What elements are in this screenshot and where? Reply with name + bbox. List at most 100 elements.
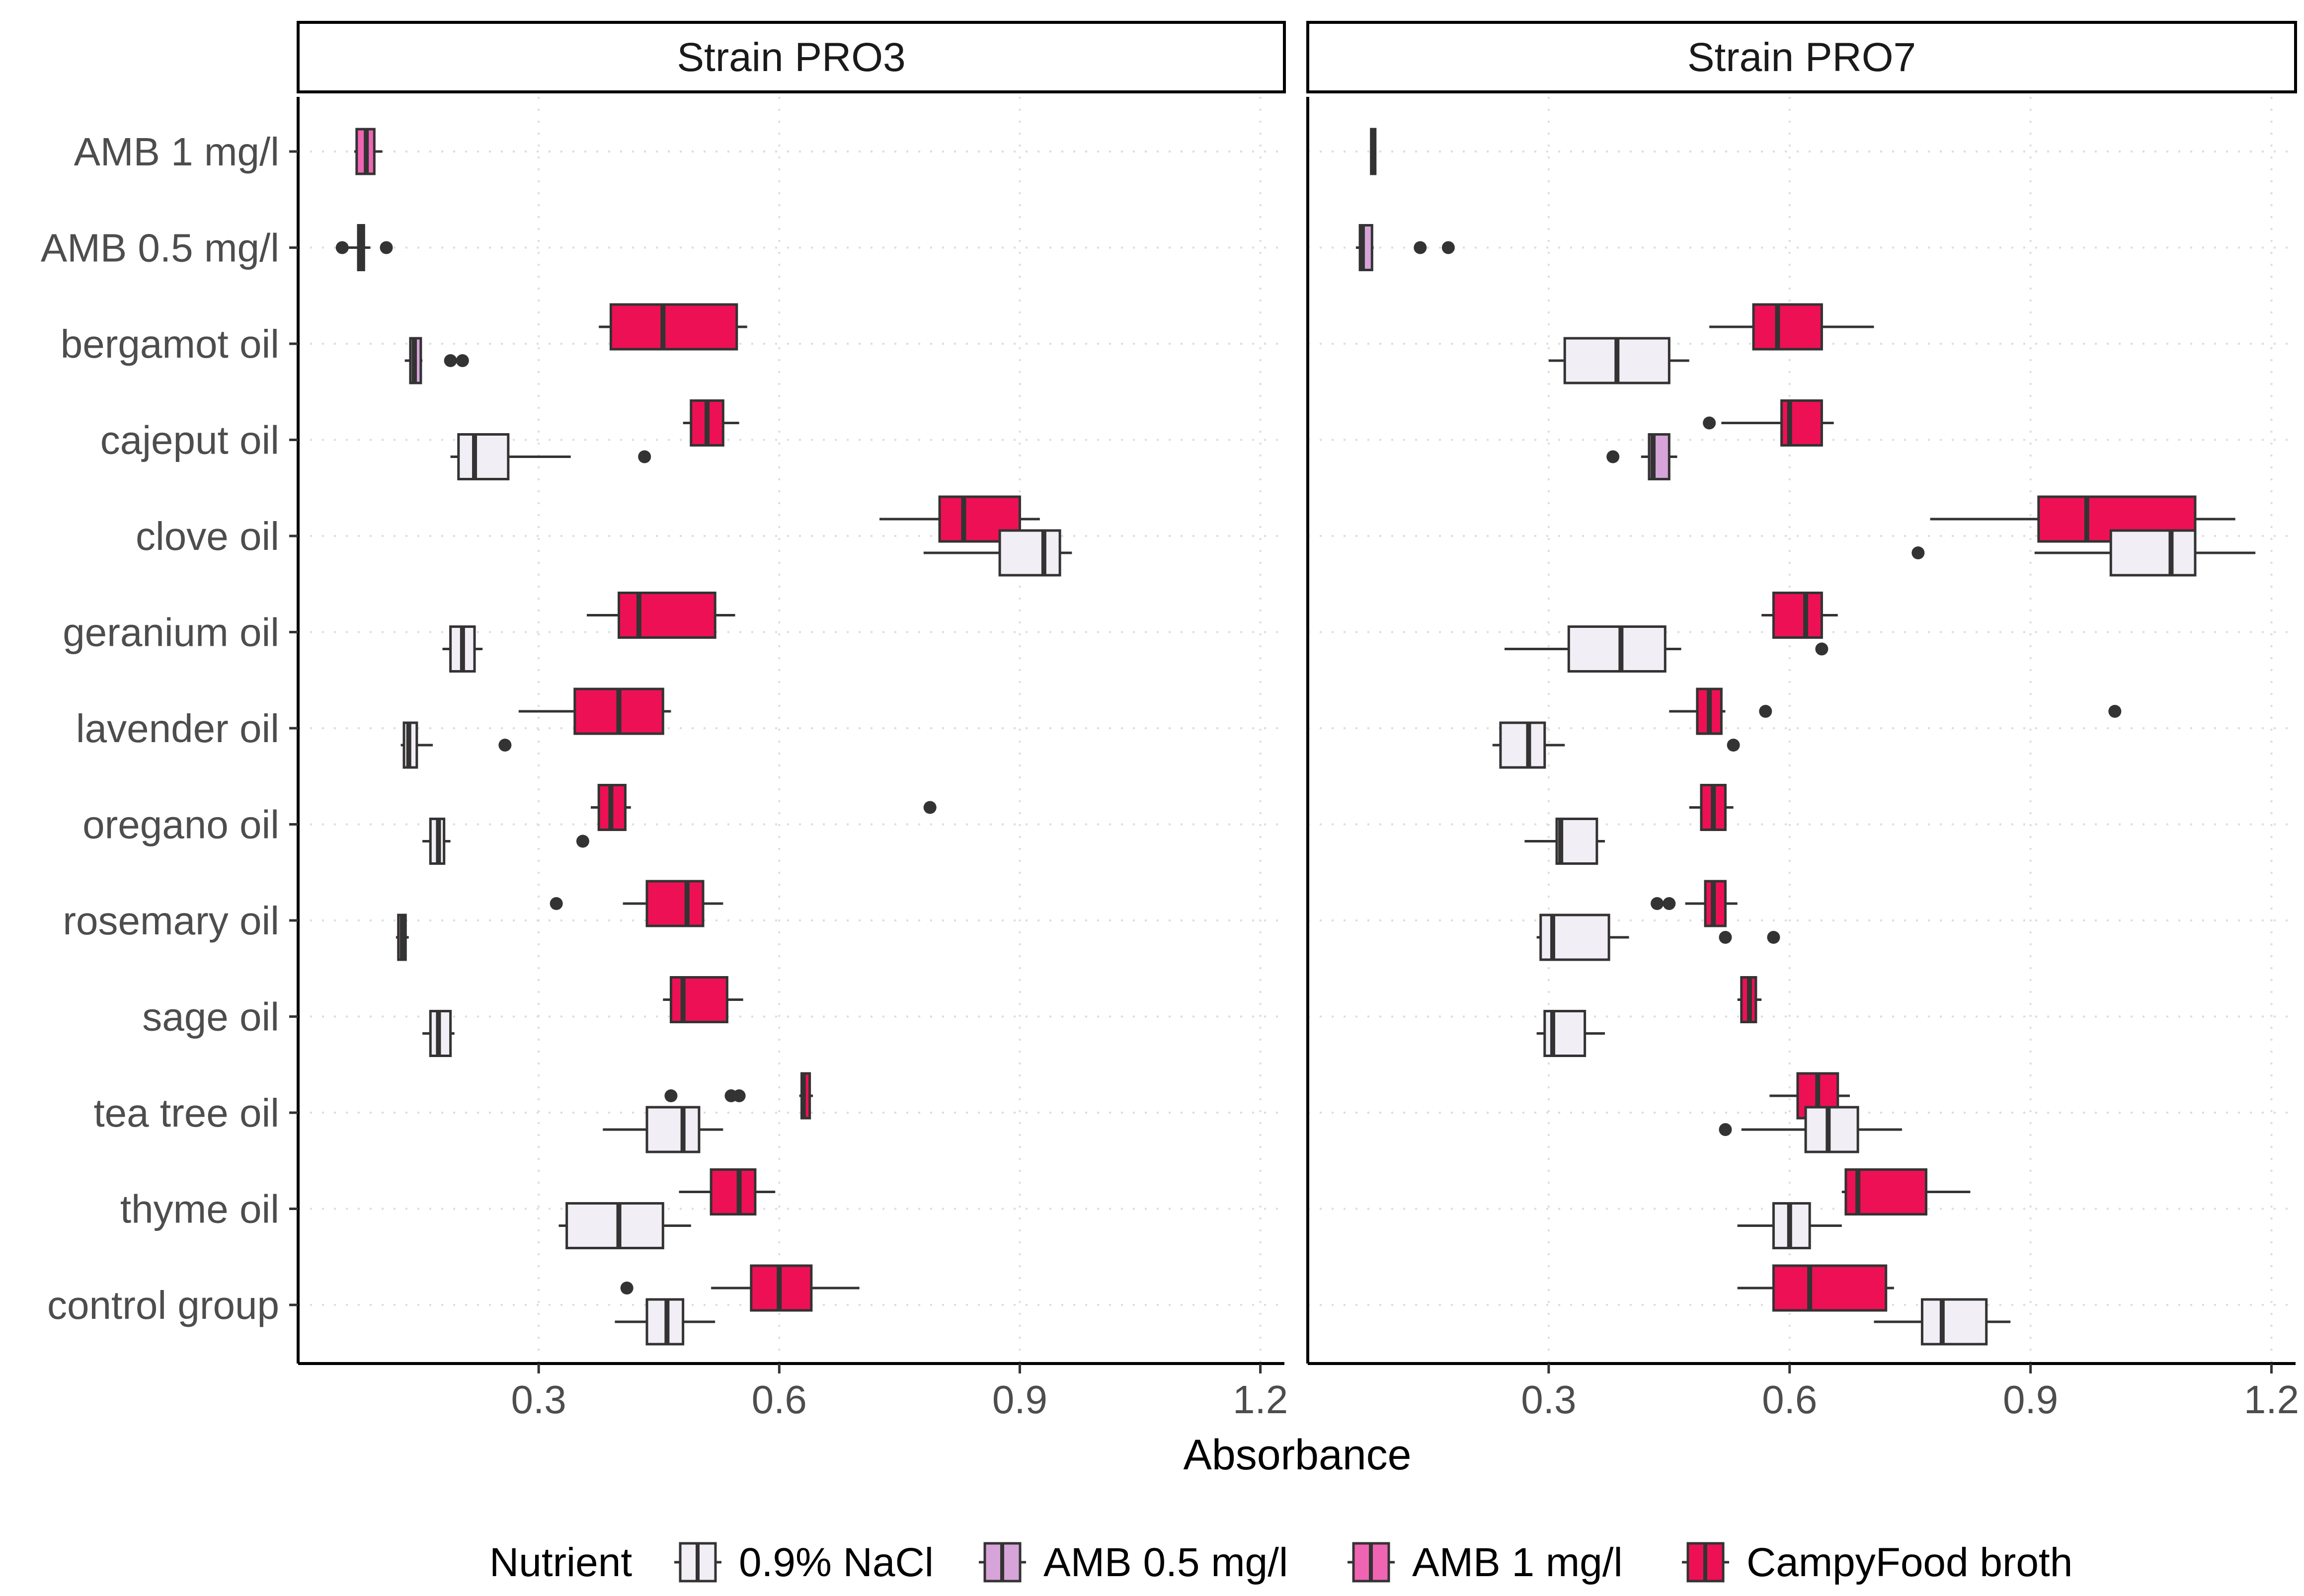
box-thyme-oil-0-9-nacl: [1737, 1202, 1842, 1249]
box-amb-0-5-mg-l-amb-0-5-mg-l: [1355, 224, 1455, 271]
outlier-point: [1606, 450, 1620, 463]
box-amb-0-5-mg-l-amb-0-5-mg-l: [335, 224, 393, 271]
outlier-point: [498, 739, 512, 752]
box-tea-tree-oil-campyfood-broth: [664, 1072, 813, 1120]
y-tick-label-tea-tree-oil: tea tree oil: [93, 1091, 279, 1135]
box-body: [565, 1202, 664, 1249]
box-geranium-oil-campyfood-broth: [1761, 592, 1838, 639]
box-body: [1804, 1106, 1859, 1153]
y-axis-labels: AMB 1 mg/l AMB 0.5 mg/l bergamot oil cajepu…: [41, 130, 279, 1327]
legend-label: CampyFood broth: [1747, 1540, 2072, 1585]
legend-label: AMB 0.5 mg/l: [1043, 1540, 1288, 1585]
box-body: [609, 303, 738, 351]
outlier-point: [664, 1089, 678, 1102]
box-cajeput-oil-amb-0-5-mg-l: [1606, 433, 1677, 480]
box-control-group-campyfood-broth: [1737, 1264, 1894, 1312]
box-body: [2109, 529, 2197, 577]
box-oregano-oil-0-9-nacl: [422, 818, 589, 865]
legend-title: Nutrient: [489, 1540, 632, 1585]
outlier-point: [1441, 241, 1455, 254]
box-bergamot-oil-amb-0-5-mg-l: [404, 337, 469, 384]
box-rosemary-oil-0-9-nacl: [1536, 913, 1780, 961]
box-body: [645, 1106, 701, 1153]
outlier-point: [1727, 739, 1740, 752]
box-body: [1555, 818, 1598, 865]
box-body: [1567, 625, 1667, 673]
strip-header: [297, 21, 1286, 93]
outlier-point: [550, 897, 563, 910]
outlier-point: [732, 1089, 746, 1102]
box-body: [1772, 592, 1823, 639]
box-sage-oil-0-9-nacl: [1536, 1010, 1605, 1057]
y-tick-label-rosemary-oil: rosemary oil: [63, 899, 279, 943]
box-body: [457, 433, 510, 480]
box-lavender-oil-0-9-nacl: [1492, 721, 1740, 769]
x-tick-label: 0.9: [992, 1377, 1047, 1422]
box-body: [1752, 303, 1823, 351]
outlier-point: [638, 450, 651, 463]
x-tick-label: 0.9: [2003, 1377, 2058, 1422]
outlier-point: [335, 241, 349, 254]
x-tick-label: 1.2: [1233, 1377, 1288, 1422]
box-sage-oil-0-9-nacl: [422, 1010, 455, 1057]
box-geranium-oil-campyfood-broth: [586, 592, 735, 639]
outlier-point: [576, 835, 589, 848]
legend-item-0-9-nacl: 0.9% NaCl: [674, 1540, 934, 1585]
box-cajeput-oil-campyfood-broth: [683, 399, 739, 447]
box-clove-oil-0-9-nacl: [1911, 529, 2256, 577]
box-rosemary-oil-campyfood-broth: [550, 880, 723, 927]
strip-title: Strain PRO3: [677, 35, 905, 80]
box-amb-1-mg-l-amb-1-mg-l: [354, 128, 383, 175]
box-body: [618, 592, 716, 639]
box-sage-oil-campyfood-broth: [1737, 976, 1762, 1023]
box-body: [1772, 1264, 1888, 1312]
x-tick-label: 0.6: [752, 1377, 807, 1422]
box-bergamot-oil-campyfood-broth: [1709, 303, 1874, 351]
y-tick-label-oregano-oil: oregano oil: [82, 803, 279, 847]
box-lavender-oil-campyfood-broth: [1669, 687, 2122, 735]
x-tick-label: 0.3: [1521, 1377, 1576, 1422]
strip-header: [1306, 21, 2297, 93]
y-tick-label-control-group: control group: [47, 1283, 279, 1327]
box-control-group-campyfood-broth: [620, 1264, 860, 1312]
x-tick-label: 1.2: [2244, 1377, 2299, 1422]
y-tick-label-thyme-oil: thyme oil: [120, 1187, 279, 1231]
box-geranium-oil-0-9-nacl: [1504, 625, 1828, 673]
legend-item-amb-0-5-mg-l: AMB 0.5 mg/l: [979, 1540, 1288, 1585]
box-cajeput-oil-campyfood-broth: [1703, 399, 1834, 447]
outlier-point: [456, 354, 469, 367]
outlier-point: [1719, 931, 1732, 944]
legend: Nutrient 0.9% NaCl AMB 0.5 mg/l AMB 1 mg/l C…: [489, 1540, 2072, 1585]
box-tea-tree-oil-0-9-nacl: [1719, 1106, 1903, 1153]
box-body: [645, 880, 705, 927]
outlier-point: [2108, 705, 2122, 718]
box-bergamot-oil-campyfood-broth: [599, 303, 747, 351]
box-body: [1499, 721, 1546, 769]
x-tick-label: 0.6: [1762, 1377, 1817, 1422]
box-oregano-oil-campyfood-broth: [591, 784, 937, 831]
y-tick-label-cajeput-oil: cajeput oil: [100, 418, 279, 462]
box-tea-tree-oil-0-9-nacl: [603, 1106, 723, 1153]
outlier-point: [1719, 1123, 1732, 1136]
box-thyme-oil-campyfood-broth: [1841, 1168, 1971, 1216]
box-body: [1920, 1298, 1988, 1346]
outlier-point: [1911, 546, 1925, 559]
box-control-group-0-9-nacl: [615, 1298, 715, 1346]
x-tick-label: 0.3: [511, 1377, 566, 1422]
box-body: [710, 1168, 757, 1216]
y-tick-label-sage-oil: sage oil: [142, 995, 279, 1039]
y-tick-label-clove-oil: clove oil: [136, 514, 279, 558]
legend-item-amb-1-mg-l: AMB 1 mg/l: [1348, 1540, 1623, 1585]
legend-label: 0.9% NaCl: [739, 1540, 934, 1585]
y-tick-label-lavender-oil: lavender oil: [76, 706, 279, 751]
box-rosemary-oil-campyfood-broth: [1651, 880, 1738, 927]
outlier-point: [1414, 241, 1427, 254]
box-geranium-oil-0-9-nacl: [442, 625, 483, 673]
outlier-point: [380, 241, 393, 254]
box-rosemary-oil-amb-0-5-mg-l: [396, 913, 409, 961]
box-thyme-oil-0-9-nacl: [558, 1202, 691, 1249]
legend-item-campyfood-broth: CampyFood broth: [1682, 1540, 2072, 1585]
box-control-group-0-9-nacl: [1874, 1298, 2011, 1346]
strip-title: Strain PRO7: [1687, 35, 1916, 80]
